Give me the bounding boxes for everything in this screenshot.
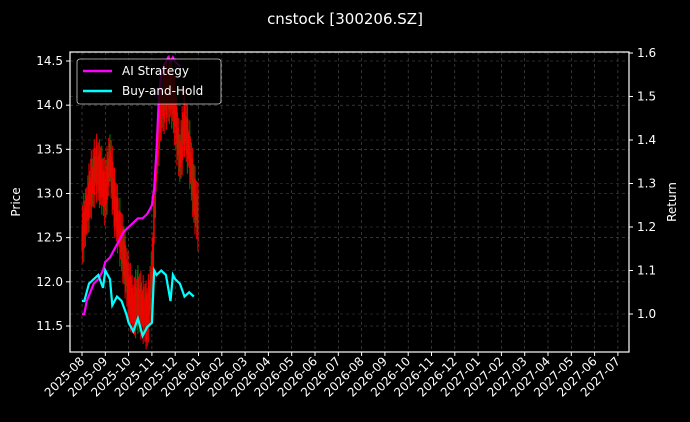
legend-label: AI Strategy xyxy=(122,64,189,78)
right-tick-label: 1.0 xyxy=(637,307,656,321)
left-tick-label: 12.5 xyxy=(36,231,63,245)
right-axis-label: Return xyxy=(665,182,679,222)
left-tick-label: 12.0 xyxy=(36,275,63,289)
legend-label: Buy-and-Hold xyxy=(122,84,203,98)
plot-frame xyxy=(69,51,630,353)
legend: AI Strategy Buy-and-Hold xyxy=(76,58,222,105)
right-tick-label: 1.5 xyxy=(637,90,656,104)
right-tick-label: 1.4 xyxy=(637,133,656,147)
right-tick-label: 1.2 xyxy=(637,220,656,234)
left-axis-label: Price xyxy=(9,187,23,216)
left-tick-label: 14.5 xyxy=(36,54,63,68)
left-tick-label: 11.5 xyxy=(36,319,63,333)
grid xyxy=(70,52,629,352)
buy-and-hold-line xyxy=(82,266,195,339)
right-tick-label: 1.1 xyxy=(637,264,656,278)
right-tick-label: 1.6 xyxy=(637,46,656,60)
chart-title: cnstock [300206.SZ] xyxy=(267,10,423,28)
right-tick-label: 1.3 xyxy=(637,177,656,191)
left-tick-label: 13.5 xyxy=(36,142,63,156)
left-tick-label: 13.0 xyxy=(36,186,63,200)
left-tick-label: 14.0 xyxy=(36,98,63,112)
